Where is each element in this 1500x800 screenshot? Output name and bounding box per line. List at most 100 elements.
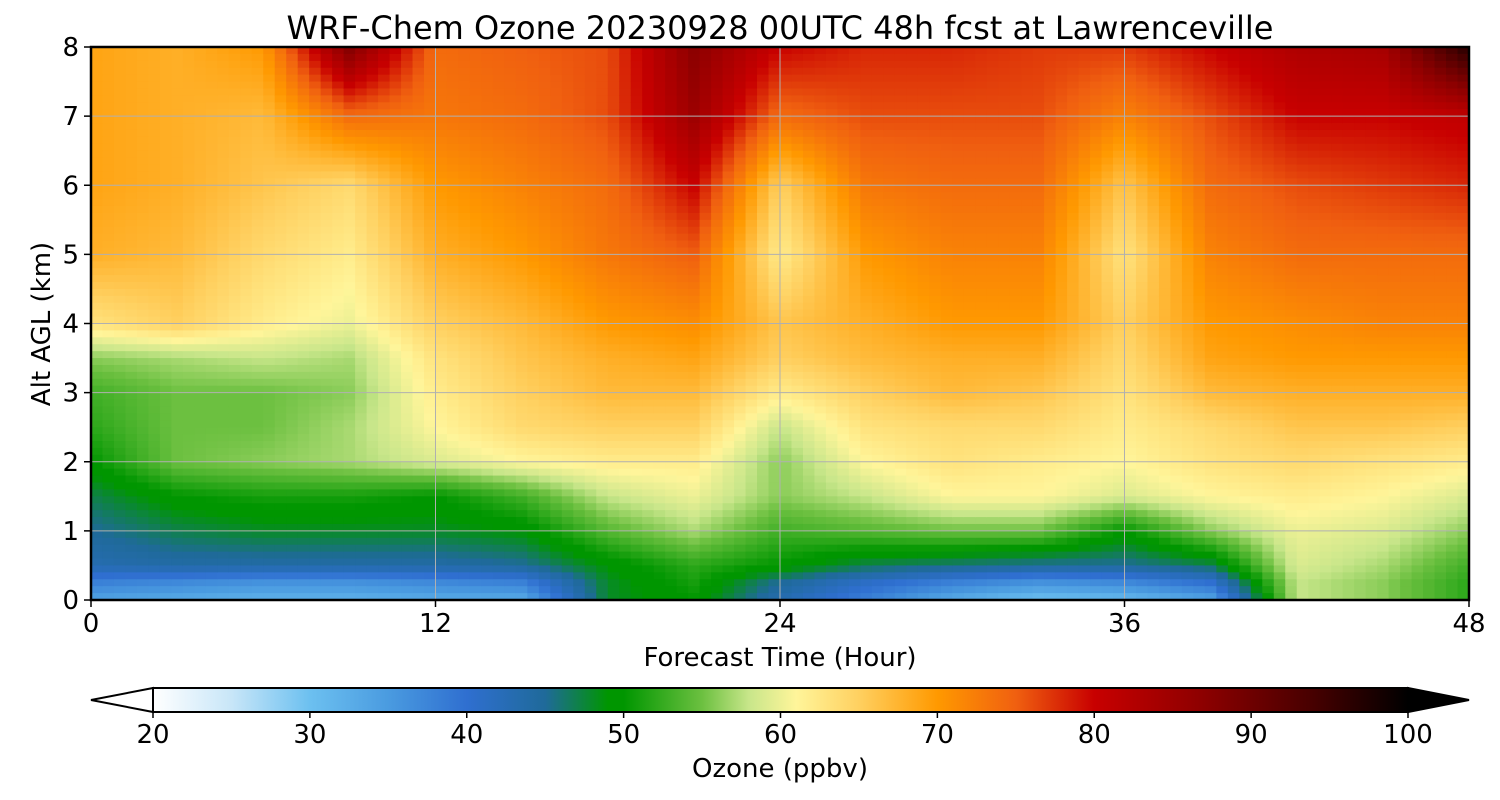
ozone-cell (309, 309, 322, 318)
ozone-cell (550, 551, 563, 560)
ozone-cell (619, 212, 632, 221)
ozone-cell (251, 116, 264, 124)
ozone-cell (297, 503, 310, 511)
ozone-cell (688, 586, 701, 594)
ozone-cell (642, 254, 655, 262)
ozone-cell (642, 399, 655, 408)
ozone-cell (802, 143, 816, 152)
ozone-cell (791, 579, 804, 587)
ozone-cell (182, 406, 195, 414)
ozone-cell (665, 420, 678, 428)
ozone-cell (527, 323, 540, 332)
ozone-cell (688, 164, 701, 173)
ozone-cell (791, 537, 804, 546)
ozone-cell (412, 247, 425, 255)
ozone-cell (573, 254, 586, 262)
ozone-cell (113, 441, 127, 449)
ozone-cell (642, 461, 655, 470)
ozone-cell (780, 123, 793, 131)
ozone-cell (538, 461, 551, 470)
ozone-cell (791, 523, 804, 532)
ozone-cell (768, 378, 781, 387)
ozone-cell (561, 344, 574, 352)
ozone-cell (791, 219, 804, 228)
ozone-cell (401, 212, 414, 221)
ozone-cell (780, 53, 793, 62)
ozone-cell (113, 551, 127, 560)
ozone-cell (481, 489, 494, 497)
ozone-cell (538, 199, 551, 207)
ozone-cell (596, 544, 609, 553)
ozone-cell (91, 461, 104, 470)
ozone-cell (573, 399, 586, 408)
ozone-cell (366, 185, 379, 193)
ozone-cell (366, 323, 379, 332)
ozone-cell (550, 74, 563, 83)
ozone-cell (136, 434, 150, 442)
ozone-cell (446, 60, 460, 69)
ozone-cell (492, 275, 505, 283)
ozone-cell (366, 593, 379, 600)
ozone-cell (688, 136, 701, 145)
ozone-cell (297, 537, 310, 546)
ozone-cell (320, 261, 333, 269)
ozone-cell (136, 496, 150, 504)
ozone-cell (228, 517, 241, 525)
ozone-cell (182, 517, 195, 525)
ozone-cell (297, 406, 310, 414)
ozone-cell (596, 558, 609, 567)
ozone-cell (699, 475, 712, 484)
ozone-cell (217, 530, 230, 539)
ozone-cell (435, 60, 448, 69)
ozone-cell (642, 60, 655, 69)
ozone-cell (458, 523, 471, 532)
ozone-cell (515, 178, 528, 186)
ozone-cell (711, 434, 724, 442)
ozone-cell (91, 496, 104, 504)
ozone-cell (596, 378, 609, 387)
ozone-cell (113, 392, 127, 401)
ozone-cell (802, 288, 816, 297)
ozone-cell (401, 164, 414, 173)
ozone-cell (217, 551, 230, 560)
ozone-cell (757, 434, 770, 442)
ozone-cell (401, 226, 414, 235)
ozone-cell (607, 413, 620, 421)
ozone-cell (642, 454, 655, 463)
ozone-cell (711, 454, 724, 463)
ozone-cell (596, 489, 609, 497)
ozone-cell (446, 344, 460, 352)
ozone-cell (205, 572, 218, 580)
ozone-cell (469, 572, 483, 580)
ozone-cell (538, 192, 551, 200)
ozone-cell (768, 371, 781, 380)
ozone-cell (676, 199, 689, 207)
ozone-cell (148, 427, 161, 435)
ozone-cell (802, 226, 816, 235)
ozone-cell (711, 81, 724, 90)
ozone-cell (711, 537, 724, 546)
ozone-cell (320, 282, 333, 290)
ozone-cell (481, 157, 494, 166)
ozone-cell (102, 475, 115, 484)
ozone-cell (217, 323, 230, 332)
ozone-cell (286, 81, 299, 90)
ozone-cell (355, 247, 368, 255)
ozone-cell (469, 503, 483, 511)
ozone-cell (366, 95, 379, 103)
ozone-cell (538, 302, 551, 311)
ozone-cell (159, 316, 172, 325)
ozone-cell (757, 530, 770, 539)
ozone-cell (102, 358, 115, 366)
ozone-cell (446, 150, 460, 159)
ozone-cell (182, 399, 195, 408)
ozone-cell (332, 295, 345, 304)
ozone-cell (91, 102, 104, 110)
ozone-cell (561, 47, 574, 55)
ozone-cell (91, 537, 104, 546)
ozone-cell (653, 67, 666, 76)
ozone-cell (182, 123, 195, 131)
ozone-cell (435, 212, 448, 221)
ozone-cell (320, 344, 333, 352)
ozone-cell (757, 489, 770, 497)
